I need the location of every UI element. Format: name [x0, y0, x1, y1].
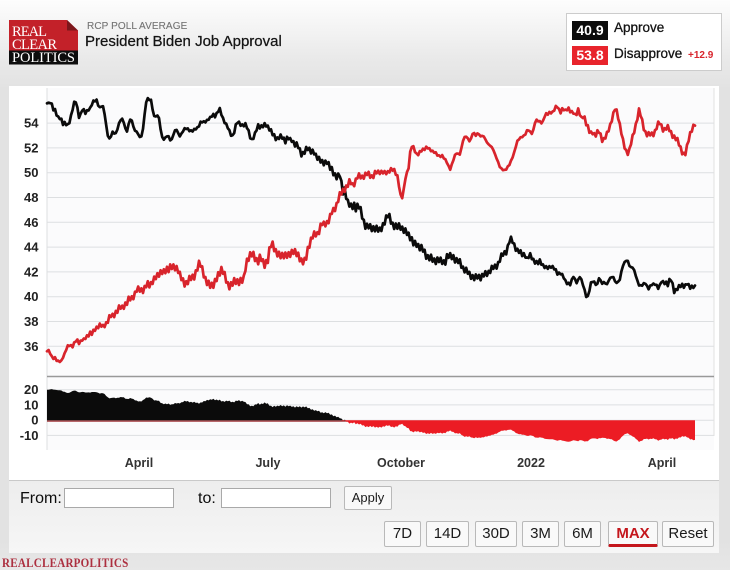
- svg-text:20: 20: [24, 382, 38, 397]
- svg-text:38: 38: [24, 314, 38, 329]
- svg-text:42: 42: [24, 264, 38, 279]
- svg-text:48: 48: [24, 190, 38, 205]
- svg-text:40: 40: [24, 289, 38, 304]
- svg-text:46: 46: [24, 215, 38, 230]
- svg-text:54: 54: [24, 116, 39, 131]
- svg-text:April: April: [648, 456, 676, 470]
- svg-text:50: 50: [24, 165, 38, 180]
- svg-text:10: 10: [24, 397, 38, 412]
- svg-text:52: 52: [24, 140, 38, 155]
- svg-text:2022: 2022: [517, 456, 545, 470]
- svg-text:October: October: [377, 456, 425, 470]
- svg-text:April: April: [125, 456, 153, 470]
- svg-text:36: 36: [24, 339, 38, 354]
- svg-text:CLEAR: CLEAR: [12, 37, 57, 53]
- svg-text:July: July: [255, 456, 280, 470]
- svg-text:REAL: REAL: [12, 24, 47, 40]
- svg-text:44: 44: [24, 240, 39, 255]
- svg-text:0: 0: [31, 413, 38, 428]
- svg-text:POLITICS: POLITICS: [12, 50, 75, 65]
- svg-text:-10: -10: [20, 428, 39, 443]
